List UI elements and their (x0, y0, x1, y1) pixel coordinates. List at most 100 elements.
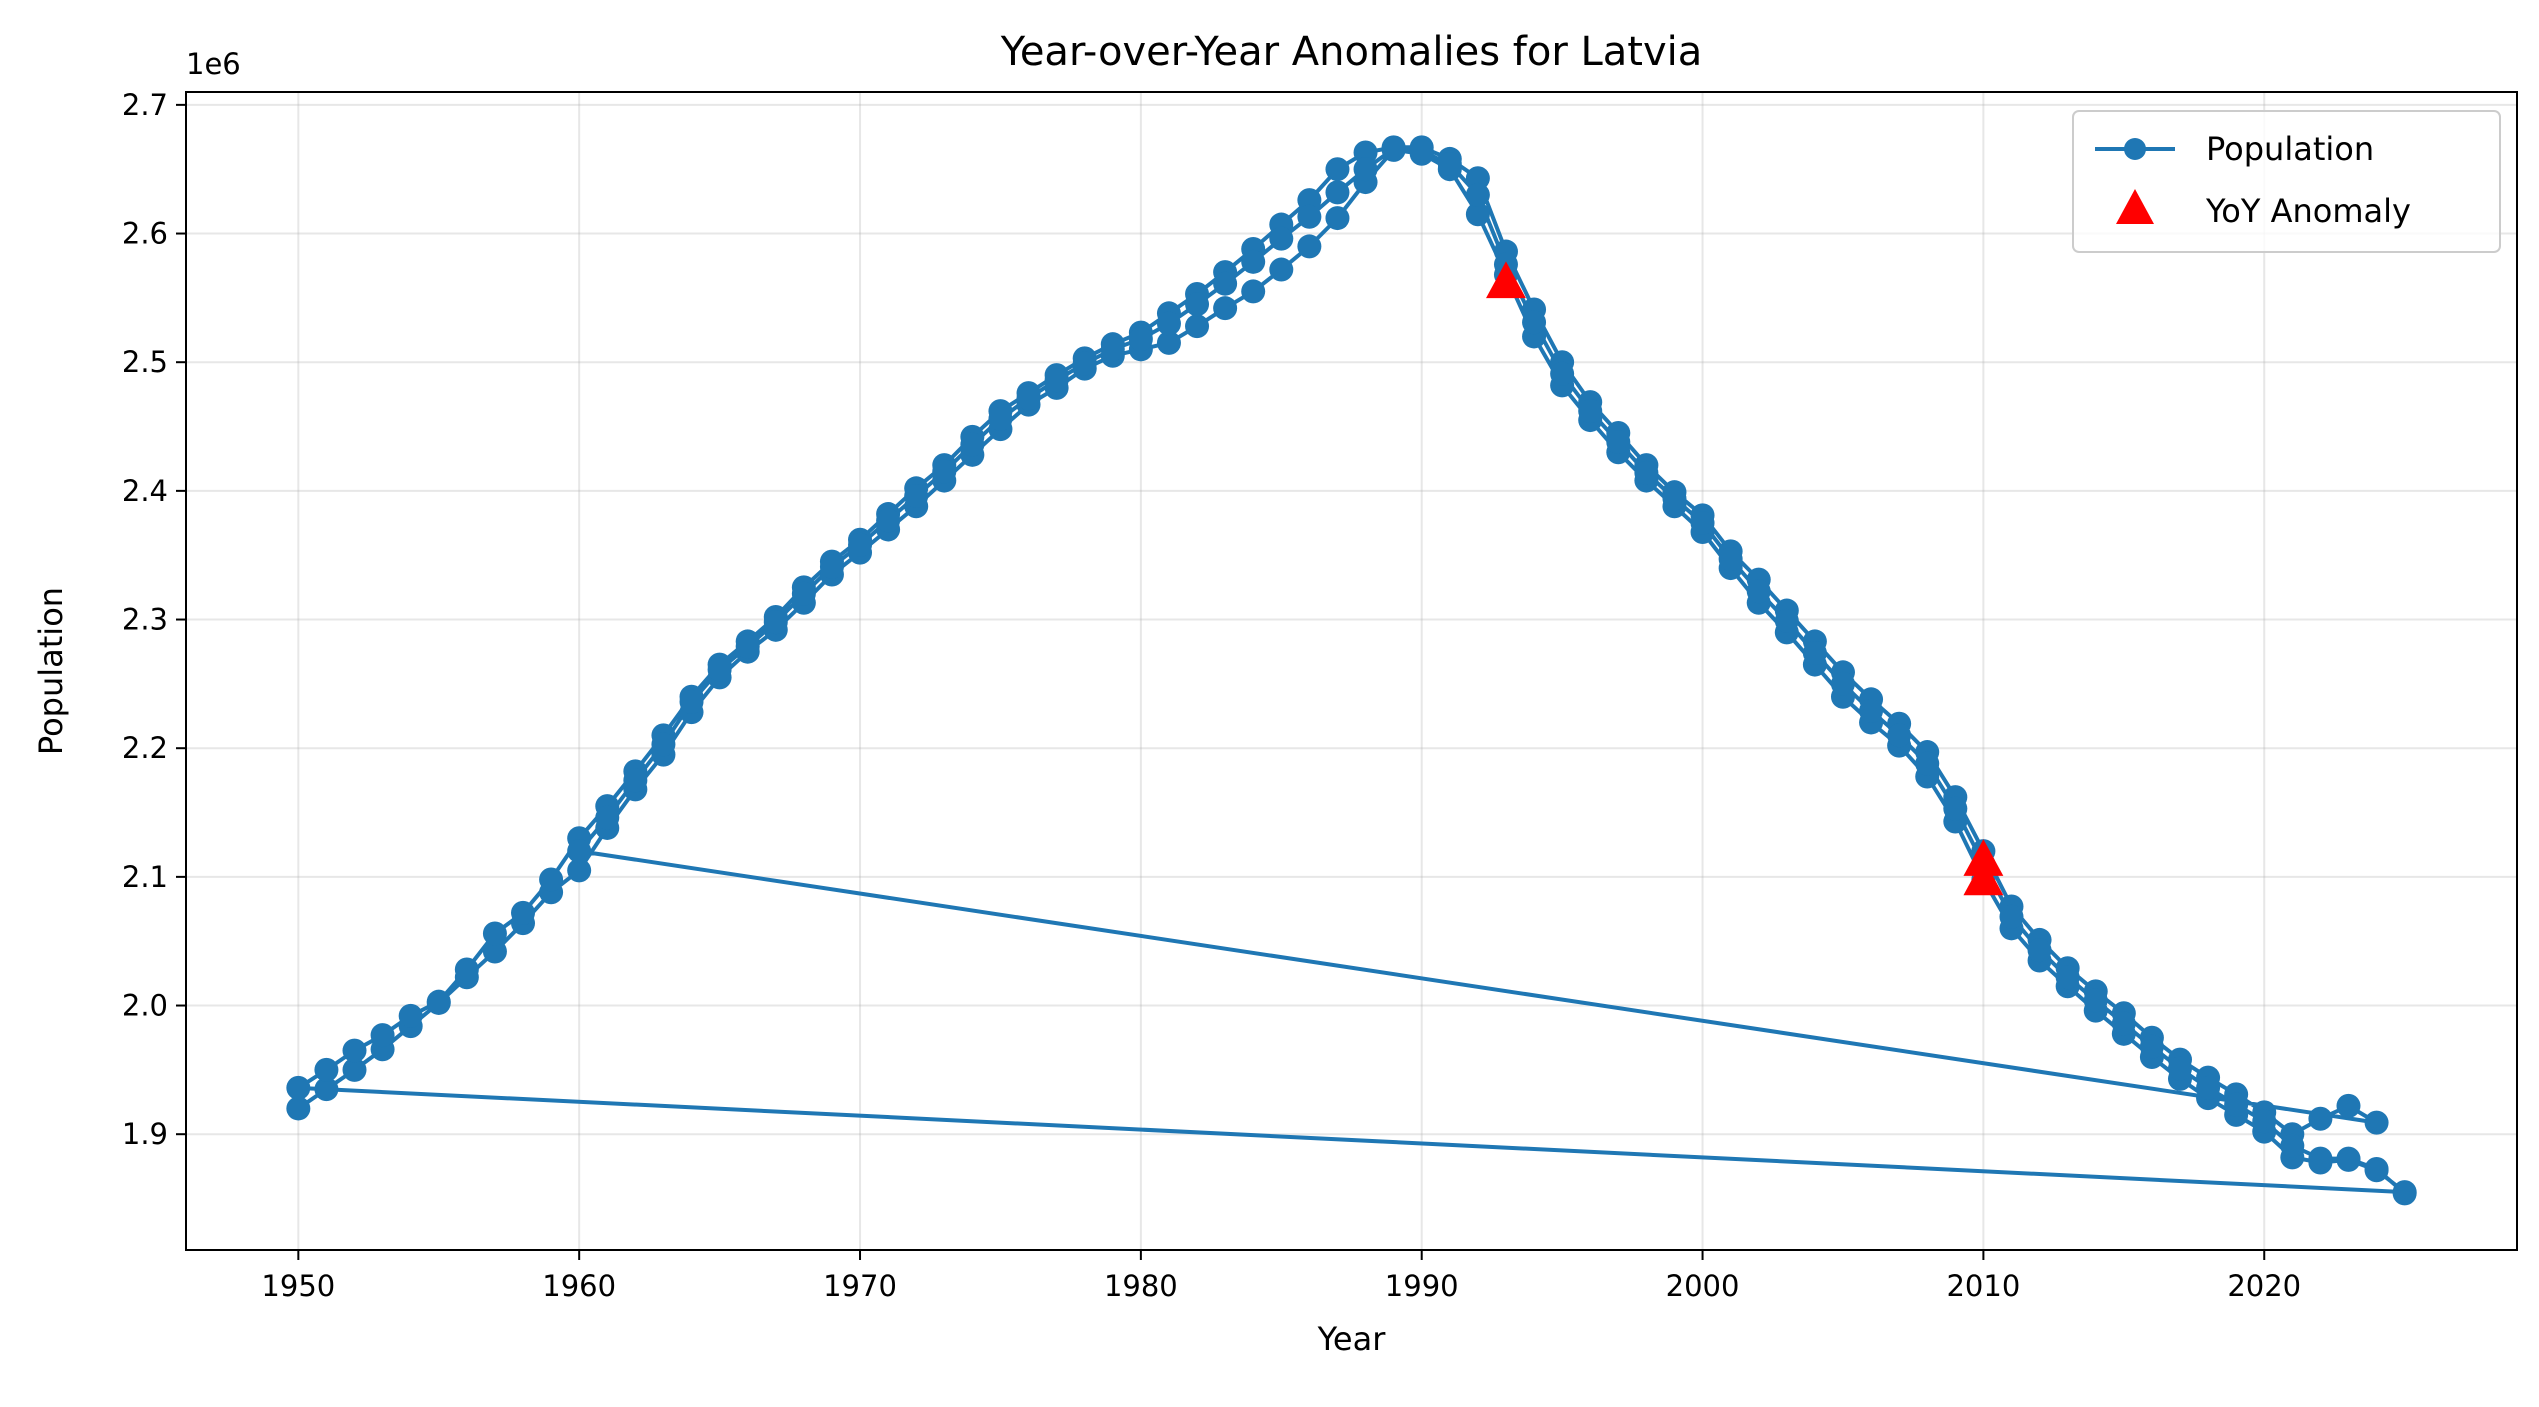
population-point (1325, 157, 1350, 182)
y-tick-label: 2.0 (122, 989, 168, 1023)
population-point (1044, 368, 1069, 393)
y-tick-label: 2.4 (122, 474, 168, 508)
anomaly-marker (1486, 261, 1526, 299)
population-point (342, 1038, 367, 1063)
population-point (1325, 180, 1350, 205)
population-point (1381, 136, 1406, 161)
population-point (1269, 226, 1294, 251)
population-point (2083, 988, 2108, 1013)
anomaly-marker (1963, 839, 2004, 876)
legend-anomaly-marker (2116, 189, 2154, 224)
population-point (1213, 296, 1238, 321)
population-point (707, 657, 732, 682)
population-point (679, 689, 704, 714)
legend: Population YoY Anomaly (2072, 110, 2501, 253)
population-point (1999, 904, 2024, 929)
population-point (1437, 152, 1462, 177)
population-point (1606, 429, 1631, 454)
population-point (1465, 182, 1490, 207)
legend-box (2072, 110, 2501, 253)
anomaly-marker (1963, 858, 2004, 896)
legend-population-label: Population (2206, 130, 2374, 168)
population-point (819, 554, 844, 579)
population-point (1943, 796, 1968, 821)
population-point (1269, 257, 1294, 282)
y-tick-label: 2.2 (122, 731, 168, 765)
population-point (454, 957, 479, 982)
population-point (2364, 1156, 2389, 1181)
population-point (1325, 206, 1350, 231)
x-tick-label: 2010 (1946, 1269, 2020, 1303)
population-point (1156, 311, 1181, 336)
population-point (932, 459, 957, 484)
population-point (848, 532, 873, 557)
population-point (567, 858, 592, 883)
population-point (1690, 511, 1715, 536)
population-point (1297, 234, 1322, 259)
population-point (1662, 486, 1687, 511)
population-point (1353, 157, 1378, 182)
population-point (1522, 310, 1547, 335)
population-point (1156, 330, 1181, 355)
population-point (482, 939, 507, 964)
population-point (1887, 723, 1912, 748)
population-point (763, 610, 788, 635)
population-point (2336, 1146, 2361, 1171)
population-point (1297, 188, 1322, 213)
population-point (735, 634, 760, 659)
population-point (426, 989, 451, 1014)
population-point (2224, 1092, 2249, 1117)
population-point (482, 921, 507, 946)
population-point (1185, 314, 1210, 339)
x-tick-label: 1990 (1385, 1269, 1459, 1303)
population-point (2139, 1034, 2164, 1059)
x-tick-label: 1960 (542, 1269, 616, 1303)
population-point (1578, 399, 1603, 424)
population-point (1072, 351, 1097, 376)
y-tick-label: 2.5 (122, 345, 168, 379)
population-point (960, 432, 985, 457)
population-point (1774, 608, 1799, 633)
population-point (1802, 640, 1827, 665)
population-point (1830, 671, 1855, 696)
population-point (1859, 698, 1884, 723)
population-point (1915, 751, 1940, 776)
population-point (1016, 386, 1041, 411)
population-point (1185, 292, 1210, 317)
population-point (398, 1003, 423, 1028)
population-point (1550, 361, 1575, 386)
y-axis-offset-text: 1e6 (186, 47, 241, 81)
population-point (595, 805, 620, 830)
x-tick-label: 1950 (261, 1269, 335, 1303)
population-point (370, 1023, 395, 1048)
population-point (1353, 140, 1378, 165)
y-axis-label: Population (32, 587, 70, 755)
legend-anomaly-label: YoY Anomaly (2205, 192, 2411, 230)
population-point (1297, 204, 1322, 229)
y-tick-label: 2.7 (122, 88, 168, 122)
x-tick-label: 2000 (1666, 1269, 1740, 1303)
ticks: 1950 1960 1970 1980 1990 2000 2010 2020 1.9 2.0 2.… (122, 88, 2301, 1303)
legend-population-marker (2124, 138, 2146, 160)
population-point (904, 484, 929, 509)
population-point (314, 1057, 339, 1082)
population-point (286, 1096, 311, 1121)
population-point (2111, 1011, 2136, 1036)
population-point (1100, 337, 1125, 362)
series-layer (286, 135, 2417, 1206)
y-tick-label: 2.3 (122, 603, 168, 637)
population-point (623, 768, 648, 793)
population-point (511, 900, 536, 925)
y-tick-label: 2.1 (122, 860, 168, 894)
population-point (2167, 1056, 2192, 1081)
x-tick-label: 2020 (2227, 1269, 2301, 1303)
population-point (2308, 1106, 2333, 1131)
x-tick-label: 1970 (823, 1269, 897, 1303)
population-point (1465, 202, 1490, 227)
population-point (2336, 1093, 2361, 1118)
population-point (1465, 166, 1490, 191)
population-point (1241, 279, 1266, 304)
population-point (1128, 327, 1153, 352)
y-tick-label: 2.6 (122, 217, 168, 251)
